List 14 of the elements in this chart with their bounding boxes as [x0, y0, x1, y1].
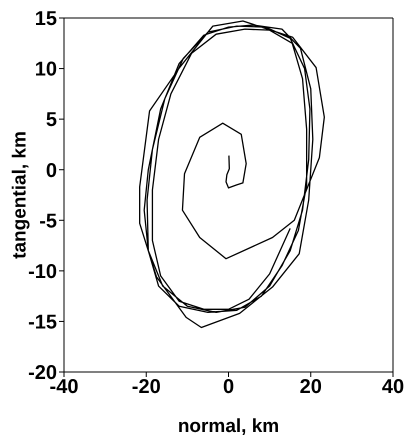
- x-tick-label: -20: [132, 376, 161, 398]
- y-tick-label: 15: [34, 8, 57, 30]
- y-axis-title: tangential, km: [10, 131, 30, 259]
- x-tick-label: 0: [222, 376, 234, 398]
- y-tick-label: -15: [28, 312, 57, 334]
- y-tick-label: -5: [39, 210, 57, 232]
- y-tick-label: 5: [46, 109, 57, 132]
- y-tick-label: 0: [46, 160, 57, 182]
- y-tick-label: -10: [28, 260, 57, 283]
- x-tick-label: 40: [382, 376, 404, 398]
- y-tick-label: 10: [34, 58, 57, 81]
- x-axis-title: normal, km: [178, 416, 280, 437]
- line-series: [139, 20, 325, 328]
- x-tick-label: 20: [300, 376, 322, 398]
